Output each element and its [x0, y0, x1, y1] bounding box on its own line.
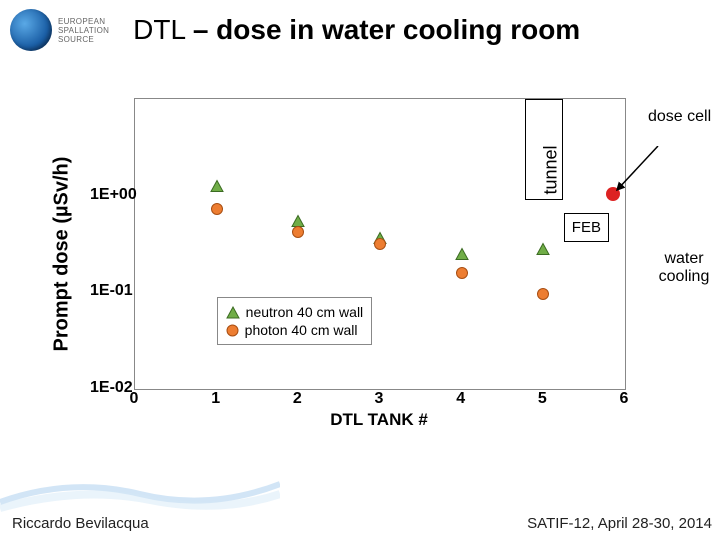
logo-text: EUROPEAN SPALLATION SOURCE: [58, 17, 109, 44]
y-tick-label: 1E-01: [90, 282, 133, 300]
title-main: – dose in water cooling room: [193, 14, 580, 45]
dose-cell-arrow: [603, 146, 683, 206]
footer-author: Riccardo Bevilacqua: [12, 515, 149, 532]
data-point: [536, 242, 550, 255]
data-point: [537, 288, 550, 301]
chart-legend: neutron 40 cm wall photon 40 cm wall: [217, 297, 373, 345]
feb-box: FEB: [564, 213, 609, 242]
data-point: [455, 247, 469, 260]
legend-label: neutron 40 cm wall: [246, 304, 364, 320]
x-tick-label: 1: [211, 390, 220, 408]
dose-chart: Prompt dose (µSv/h) tunnelFEBneutron 40 …: [72, 88, 634, 420]
plot-area: tunnelFEB neutron 40 cm wall photon 40 cm …: [134, 98, 626, 390]
slide-title: DTL – dose in water cooling room: [133, 14, 580, 46]
water-cooling-annot: water cooling: [648, 250, 720, 286]
x-tick-label: 6: [620, 390, 629, 408]
y-tick-label: 1E+00: [90, 186, 137, 204]
tunnel-label: tunnel: [541, 146, 562, 195]
x-tick-label: 4: [456, 390, 465, 408]
data-point: [455, 267, 468, 280]
data-point: [374, 238, 387, 251]
dose-cell-annot: dose cell: [648, 108, 711, 126]
data-point: [210, 203, 223, 216]
legend-label: photon 40 cm wall: [245, 322, 358, 338]
y-tick-label: 1E-02: [90, 379, 133, 397]
data-point: [210, 180, 224, 193]
x-axis-label: DTL TANK #: [134, 410, 624, 430]
slide: { "logo_text": "EUROPEAN\nSPALLATION\nSO…: [0, 0, 720, 540]
x-tick-label: 2: [293, 390, 302, 408]
footer-wave-decoration: [0, 472, 280, 512]
y-axis-label: Prompt dose (µSv/h): [51, 157, 74, 352]
x-tick-label: 0: [130, 390, 139, 408]
data-point: [292, 226, 305, 239]
ess-logo: [10, 9, 52, 51]
header: EUROPEAN SPALLATION SOURCE DTL – dose in…: [0, 0, 720, 60]
legend-row: neutron 40 cm wall: [226, 304, 364, 320]
x-tick-label: 5: [538, 390, 547, 408]
x-tick-label: 3: [375, 390, 384, 408]
legend-row: photon 40 cm wall: [226, 322, 364, 338]
footer-conference: SATIF-12, April 28-30, 2014: [527, 515, 712, 532]
title-prefix: DTL: [133, 14, 193, 45]
